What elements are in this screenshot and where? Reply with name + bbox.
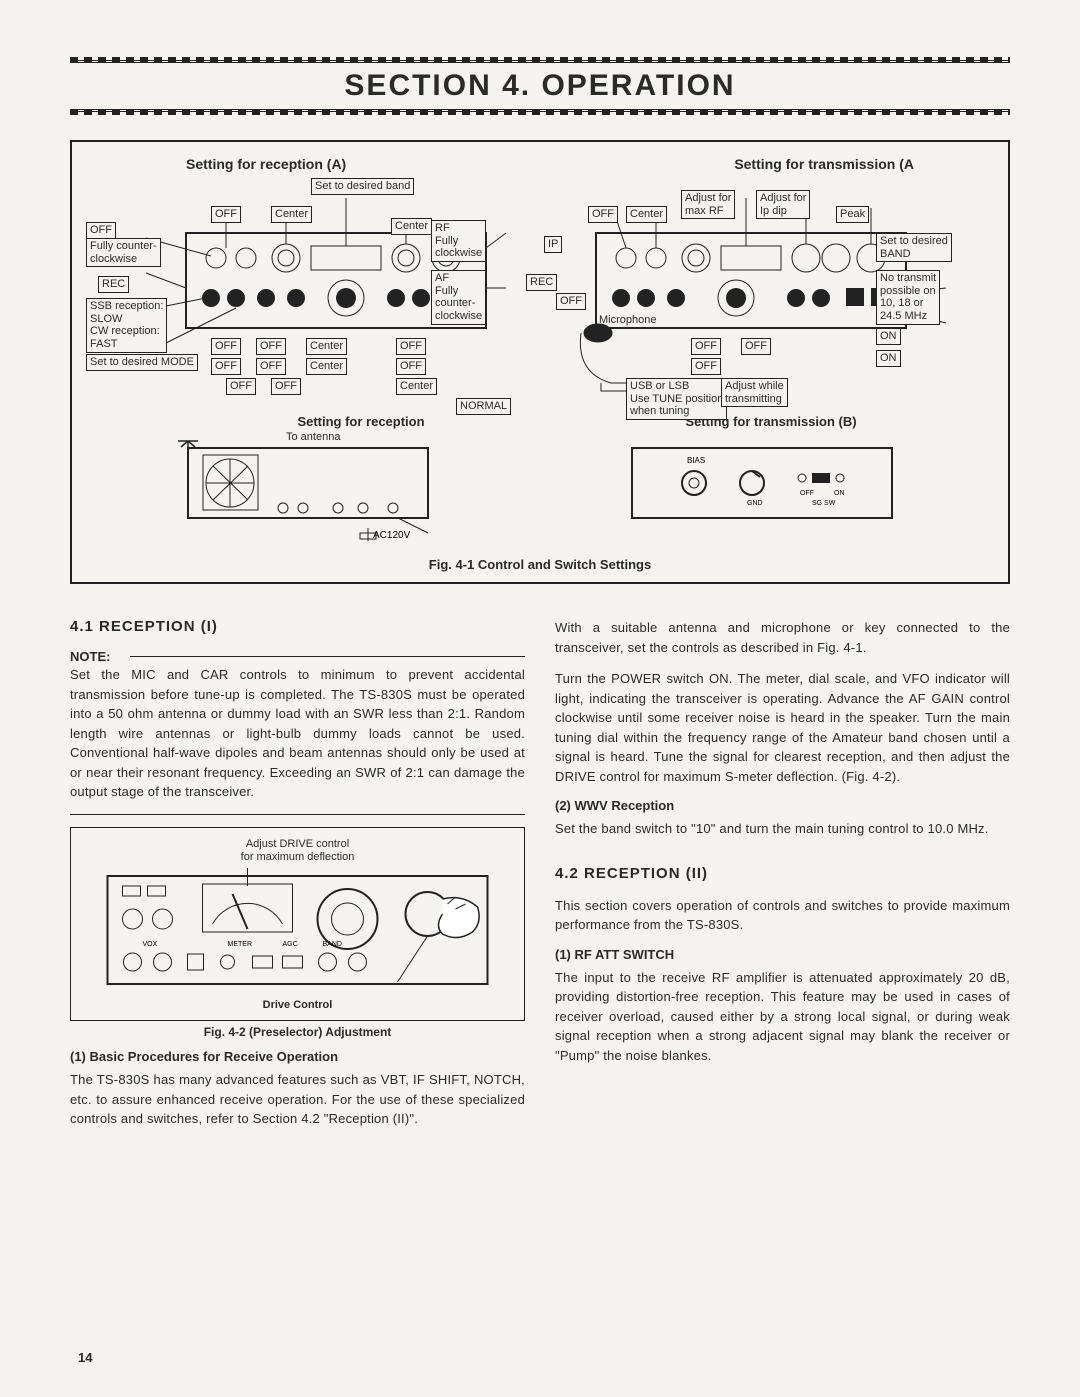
r-p5: The input to the receive RF amplifier is… xyxy=(555,968,1010,1066)
ac120v-text: AC120V xyxy=(373,530,411,541)
svg-text:GND: GND xyxy=(747,500,763,507)
page-number: 14 xyxy=(78,1350,92,1365)
rear-panel-left-svg: AC120V xyxy=(168,433,448,543)
svg-text:AGC: AGC xyxy=(283,941,298,948)
note-text: Set the MIC and CAR controls to minimum … xyxy=(70,665,525,802)
co-r-notx: No transmit possible on 10, 18 or 24.5 M… xyxy=(876,270,940,325)
co-setmode: Set to desired MODE xyxy=(86,354,198,371)
rule-after-note xyxy=(70,814,525,815)
fig42-svg: VOX METER AGC BAND xyxy=(79,864,516,994)
fig42-caption: Fig. 4-2 (Preselector) Adjustment xyxy=(70,1025,525,1039)
panel-transmission-a: OFF Center Adjust for max RF Adjust for … xyxy=(526,178,976,408)
right-column: With a suitable antenna and microphone o… xyxy=(555,618,1010,1141)
co-r-adjust: Adjust while transmitting xyxy=(721,378,788,407)
co-set-band: Set to desired band xyxy=(311,178,414,195)
mid-right-heading: Setting for transmission (B) xyxy=(516,414,966,429)
r-p4: This section covers operation of control… xyxy=(555,896,1010,935)
svg-text:VOX: VOX xyxy=(143,941,158,948)
co-r-offc: OFF xyxy=(691,358,721,375)
co-r-offa: OFF xyxy=(691,338,721,355)
svg-text:BIAS: BIAS xyxy=(687,456,705,465)
co-r-offb: OFF xyxy=(741,338,771,355)
svg-text:ON: ON xyxy=(834,490,845,497)
fig1-top-left: Setting for reception (A) xyxy=(186,156,346,172)
fig42-top: Adjust DRIVE control for maximum deflect… xyxy=(79,838,516,864)
co-r-peak: Peak xyxy=(836,206,869,223)
co-fullyccw: Fully counter- clockwise xyxy=(86,238,161,267)
co-ssb: SSB reception: SLOW CW reception: FAST xyxy=(86,298,167,353)
co-offb: OFF xyxy=(256,338,286,355)
sub-wwv: (2) WWV Reception xyxy=(555,798,1010,813)
co-centerr: Center xyxy=(396,378,437,395)
co-r-on1: ON xyxy=(876,328,901,345)
svg-text:METER: METER xyxy=(228,941,253,948)
fig1-caption: Fig. 4-1 Control and Switch Settings xyxy=(86,557,994,572)
bottom-devices: To antenna AC120V BIAS xyxy=(86,433,994,553)
fig42-drive: Drive Control xyxy=(263,999,333,1011)
note-label: NOTE: xyxy=(70,649,110,664)
r-p1: With a suitable antenna and microphone o… xyxy=(555,618,1010,657)
mid-left-heading: Setting for reception xyxy=(86,414,516,429)
co-off1: OFF xyxy=(211,206,241,223)
co-offr2: OFF xyxy=(396,358,426,375)
co-offd: OFF xyxy=(256,358,286,375)
p-basic-procedures: The TS-830S has many advanced features s… xyxy=(70,1070,525,1129)
svg-text:OFF: OFF xyxy=(800,490,814,497)
co-r-mic: Microphone xyxy=(596,313,659,328)
h-4-2: 4.2 RECEPTION (II) xyxy=(555,865,1010,882)
body-columns: 4.1 RECEPTION (I) NOTE: Set the MIC and … xyxy=(70,618,1010,1141)
co-af: AF Fully counter- clockwise xyxy=(431,270,486,325)
co-centerb: Center xyxy=(306,358,347,375)
figure-4-1: Setting for reception (A) Setting for tr… xyxy=(70,140,1010,584)
sub-basic-procedures: (1) Basic Procedures for Receive Operati… xyxy=(70,1049,525,1064)
figure-4-2: Adjust DRIVE control for maximum deflect… xyxy=(70,827,525,1022)
co-r-on2: ON xyxy=(876,350,901,367)
left-column: 4.1 RECEPTION (I) NOTE: Set the MIC and … xyxy=(70,618,525,1141)
co-offc: OFF xyxy=(211,358,241,375)
r-p3: Set the band switch to "10" and turn the… xyxy=(555,819,1010,839)
co-rec: REC xyxy=(98,276,129,293)
h-4-1: 4.1 RECEPTION (I) xyxy=(70,618,525,635)
panel-reception-a: Set to desired band OFF Center Center OF… xyxy=(86,178,516,408)
co-r-maxrf: Adjust for max RF xyxy=(681,190,735,219)
co-r-rec: REC xyxy=(526,274,557,291)
rear-panel-right-svg: BIAS GND OFF ON SG SW xyxy=(612,433,912,543)
co-offf: OFF xyxy=(271,378,301,395)
co-r-setband: Set to desired BAND xyxy=(876,233,952,262)
co-centera: Center xyxy=(306,338,347,355)
co-rf: RF Fully clockwise xyxy=(431,220,486,262)
co-offr1: OFF xyxy=(396,338,426,355)
section-title: SECTION 4. OPERATION xyxy=(70,69,1010,103)
co-r-offmid: OFF xyxy=(556,293,586,310)
svg-text:BAND: BAND xyxy=(323,941,342,948)
sub-rf-att: (1) RF ATT SWITCH xyxy=(555,947,1010,962)
fig1-top-right: Setting for transmission (A xyxy=(734,156,914,172)
co-r-ipdip: Adjust for Ip dip xyxy=(756,190,810,219)
co-r-center: Center xyxy=(626,206,667,223)
co-off2: OFF xyxy=(86,222,116,239)
co-r-off: OFF xyxy=(588,206,618,223)
co-r-ip: IP xyxy=(544,236,562,253)
co-r-usb: USB or LSB Use TUNE position when tuning xyxy=(626,378,727,420)
to-antenna: To antenna xyxy=(286,431,340,443)
co-normal: NORMAL xyxy=(456,398,511,415)
co-center-right: Center xyxy=(391,218,432,235)
co-center1: Center xyxy=(271,206,312,223)
note-rule xyxy=(130,656,525,657)
co-offe: OFF xyxy=(226,378,256,395)
co-offa: OFF xyxy=(211,338,241,355)
svg-text:SG SW: SG SW xyxy=(812,500,836,507)
r-p2: Turn the POWER switch ON. The meter, dia… xyxy=(555,669,1010,786)
section-banner: SECTION 4. OPERATION xyxy=(70,60,1010,112)
